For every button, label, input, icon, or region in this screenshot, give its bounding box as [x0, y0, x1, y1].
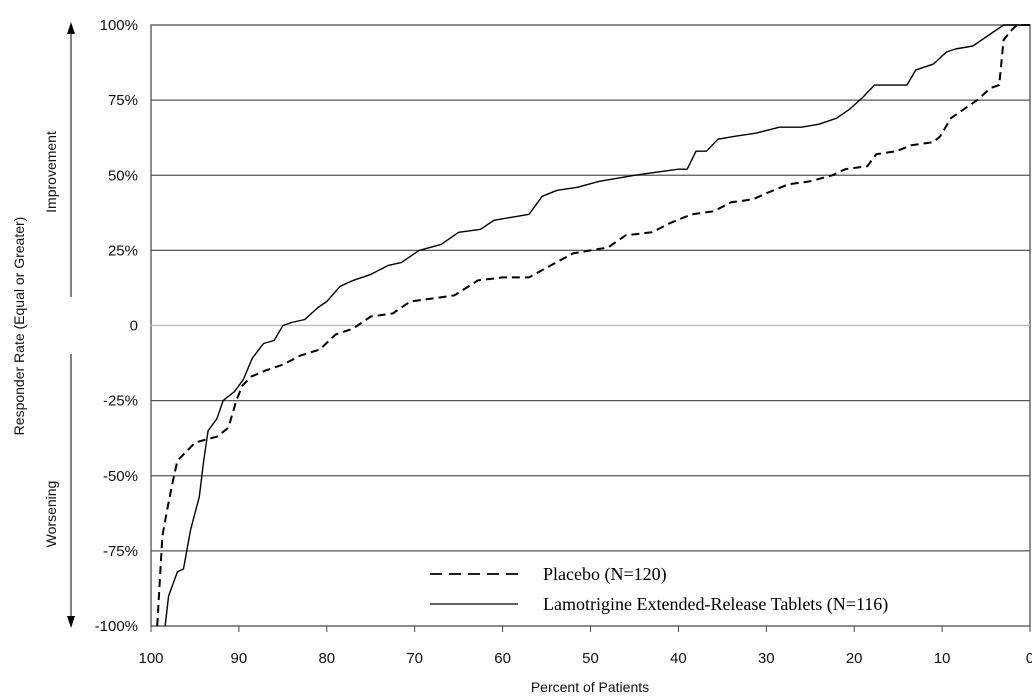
placebo-series-line: [156, 24, 1030, 627]
legend: Placebo (N=120) Lamotrigine Extended-Rel…: [420, 555, 1025, 623]
y-tick-label: -25%: [103, 393, 138, 410]
legend-box: [420, 555, 1025, 623]
y-axis-label: Responder Rate (Equal or Greater): [11, 217, 27, 436]
x-tick-label: 70: [406, 650, 423, 667]
y-tick-label: -100%: [95, 618, 138, 635]
x-tick-label: 20: [846, 650, 863, 667]
y-tick-label: -50%: [103, 468, 138, 485]
x-tick-label: 50: [582, 650, 599, 667]
y-tick-label: 0: [130, 318, 138, 335]
legend-lamotrigine-label: Lamotrigine Extended-Release Tablets (N=…: [543, 594, 888, 615]
grid-lines: [151, 99, 1030, 552]
y-tick-label: 50%: [108, 167, 138, 184]
y-tick-label: -75%: [103, 543, 138, 560]
x-tick-label: 30: [758, 650, 775, 667]
x-axis-label: Percent of Patients: [531, 679, 649, 695]
improvement-label: Improvement: [43, 131, 59, 213]
x-tick-label: 60: [494, 650, 511, 667]
y-tick-label: 25%: [108, 242, 138, 259]
y-tick-label: 75%: [108, 92, 138, 109]
x-tick-label: 80: [318, 650, 335, 667]
x-tick-label: 10: [934, 650, 951, 667]
y-tick-label: 100%: [100, 17, 138, 34]
lamotrigine-series-line: [164, 24, 1030, 627]
worsening-arrow: [67, 354, 75, 628]
x-tick-label: 100: [138, 650, 163, 667]
x-tick-labels: 100 90 80 70 60 50 40 30 20 10 0: [138, 626, 1032, 667]
x-tick-label: 90: [231, 650, 248, 667]
y-tick-labels: 100% 75% 50% 25% 0 -25% -50% -75% -100%: [95, 17, 138, 635]
improvement-arrow: [67, 22, 75, 297]
x-tick-label: 0: [1026, 650, 1032, 667]
worsening-label: Worsening: [43, 481, 59, 548]
legend-placebo-label: Placebo (N=120): [543, 564, 667, 585]
x-tick-label: 40: [670, 650, 687, 667]
series-lines: [156, 24, 1030, 627]
